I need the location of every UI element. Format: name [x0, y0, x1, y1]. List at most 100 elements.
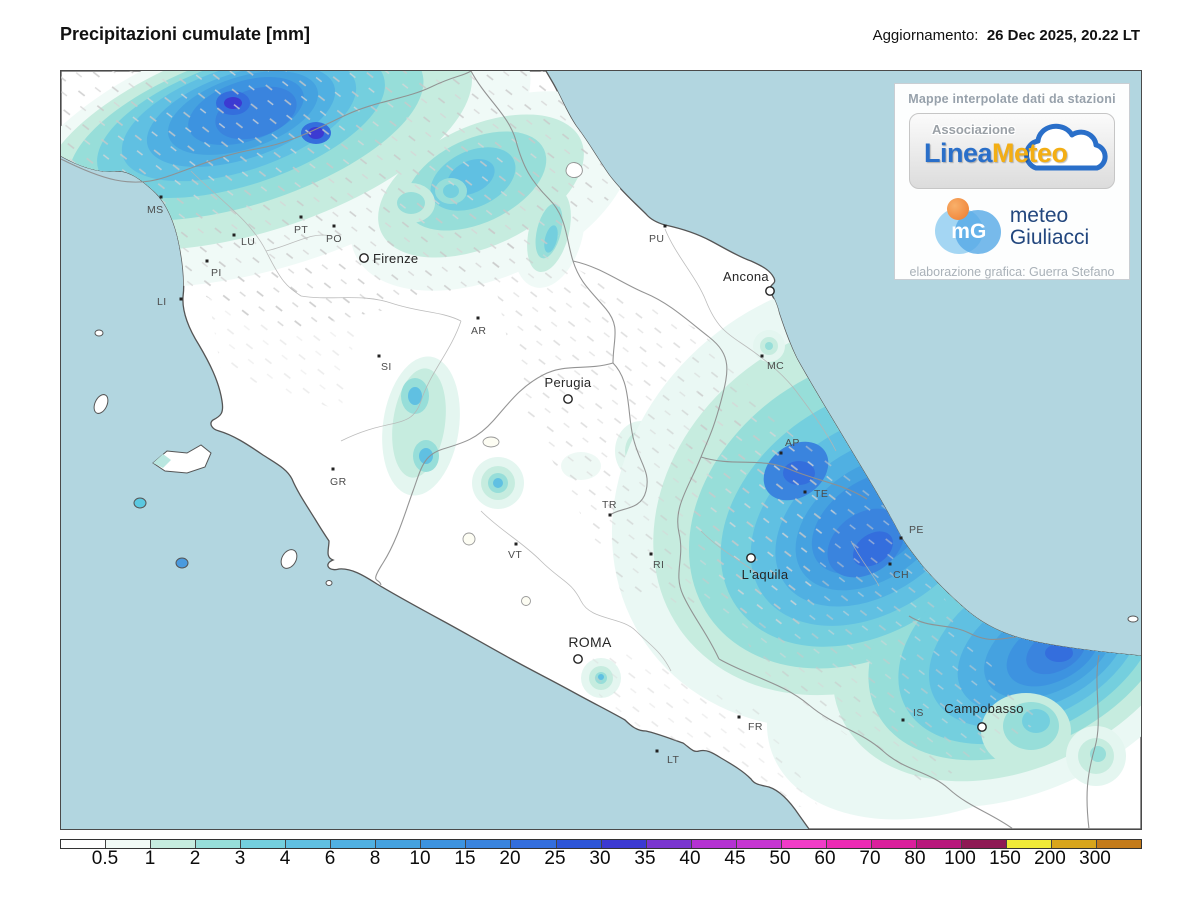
city-label: L'aquila	[742, 567, 789, 582]
colorbar-segment	[735, 840, 781, 848]
city-dot-icon	[888, 562, 892, 566]
city-dot-icon	[649, 552, 653, 556]
city-label: PI	[211, 267, 222, 279]
city-label: FR	[748, 721, 763, 733]
city-dot-icon	[205, 259, 209, 263]
city-dot-icon	[377, 354, 381, 358]
province-marker-li: LI	[157, 296, 183, 308]
colorbar-tick-label: 60	[814, 848, 836, 869]
city-marker-campobasso: Campobasso	[944, 701, 1024, 732]
colorbar-tick-label: 2	[189, 848, 201, 869]
city-label: GR	[330, 476, 347, 488]
city-dot-icon	[737, 715, 741, 719]
city-label: ROMA	[568, 634, 612, 650]
province-marker-ch: CH	[888, 562, 909, 581]
mg-initials: mG	[951, 220, 987, 243]
colorbar-tick-label: 70	[859, 848, 881, 869]
city-label: PT	[294, 224, 308, 236]
colorbar-tick-label: 15	[454, 848, 476, 869]
city-label: MC	[767, 360, 784, 372]
page-title: Precipitazioni cumulate [mm]	[60, 24, 311, 44]
logo-panel: Mappe interpolate dati da stazioni Assoc…	[894, 83, 1130, 280]
city-marker-laquila: L'aquila	[742, 553, 789, 582]
city-label: PO	[326, 233, 342, 245]
city-dot-icon	[331, 467, 335, 471]
colorbar-segment	[285, 840, 331, 848]
city-label: LT	[667, 754, 679, 766]
city-label: Ancona	[723, 269, 769, 284]
province-marker-po: PO	[326, 224, 342, 245]
city-ring-icon	[977, 722, 987, 732]
city-ring-icon	[765, 286, 775, 296]
city-marker-perugia: Perugia	[545, 375, 592, 404]
province-marker-ms: MS	[147, 195, 164, 216]
city-label: TR	[602, 499, 617, 511]
city-label: SI	[381, 361, 392, 373]
city-label: LI	[157, 296, 167, 308]
province-marker-pu: PU	[649, 224, 667, 245]
city-label: MS	[147, 204, 164, 216]
city-marker-ancona: Ancona	[723, 269, 775, 296]
colorbar-tick-label: 150	[989, 848, 1021, 869]
city-label: Campobasso	[944, 701, 1024, 716]
city-dot-icon	[901, 718, 905, 722]
colorbar-segment	[1005, 840, 1052, 848]
city-marker-firenze: Firenze	[359, 251, 418, 266]
colorbar-tick-label: 8	[369, 848, 381, 869]
city-label: VT	[508, 549, 522, 561]
province-marker-is: IS	[901, 707, 924, 722]
province-borders	[190, 170, 880, 672]
map-canvas: Firenze Ancona Perugia L'aquila ROMA Campobas…	[61, 71, 1141, 829]
colorbar-tick-label: 3	[234, 848, 246, 869]
colorbar-tick-label: 35	[634, 848, 656, 869]
colorbar-segment	[465, 840, 511, 848]
graphics-credit: elaborazione grafica: Guerra Stefano	[909, 265, 1115, 279]
colorbar-segment	[420, 840, 466, 848]
colorbar-segment	[780, 840, 826, 848]
colorbar-tick-label: 50	[769, 848, 791, 869]
colorbar-segment	[555, 840, 601, 848]
san-marino-border	[565, 162, 583, 178]
lineameteo-wordmark: LineaMeteo	[924, 138, 1068, 168]
colorbar-tick-label: 200	[1034, 848, 1066, 869]
terrain-texture	[61, 71, 1041, 811]
city-dot-icon	[655, 749, 659, 753]
province-marker-lt: LT	[655, 749, 679, 766]
city-label: IS	[913, 707, 924, 719]
colorbar-segment	[195, 840, 241, 848]
province-marker-pe: PE	[899, 524, 923, 540]
city-label: CH	[893, 569, 909, 581]
province-marker-pi: PI	[205, 259, 222, 279]
city-marker-roma: ROMA	[568, 634, 612, 664]
city-dot-icon	[803, 490, 807, 494]
city-layer: Firenze Ancona Perugia L'aquila ROMA Campobas…	[147, 195, 1024, 766]
colorbar-tick-label: 100	[944, 848, 976, 869]
cloud-icon	[1024, 123, 1108, 171]
city-dot-icon	[179, 297, 183, 301]
city-dot-icon	[899, 536, 903, 540]
colorbar-tick-label: 4	[279, 848, 291, 869]
city-ring-icon	[563, 394, 573, 404]
region-borders	[61, 71, 1100, 829]
colorbar-segment	[330, 840, 376, 848]
colorbar-segment	[150, 840, 196, 848]
colorbar-segment	[105, 840, 151, 848]
colorbar-segment	[600, 840, 646, 848]
colorbar-tick-label: 1	[144, 848, 156, 869]
province-marker-ap: AP	[779, 437, 799, 455]
colorbar-segment	[1051, 840, 1097, 848]
colorbar-segment	[915, 840, 961, 848]
city-label: LU	[241, 236, 255, 248]
city-label: AR	[471, 325, 486, 337]
colorbar-tick-label: 25	[544, 848, 566, 869]
province-marker-tr: TR	[602, 499, 617, 517]
precipitation-colorbar	[60, 839, 1142, 849]
colorbar-tick-label: 40	[679, 848, 701, 869]
colorbar-segment	[375, 840, 421, 848]
city-dot-icon	[332, 224, 336, 228]
city-label: PU	[649, 233, 664, 245]
city-dot-icon	[299, 215, 303, 219]
colorbar-segment	[825, 840, 871, 848]
city-dot-icon	[514, 542, 518, 546]
